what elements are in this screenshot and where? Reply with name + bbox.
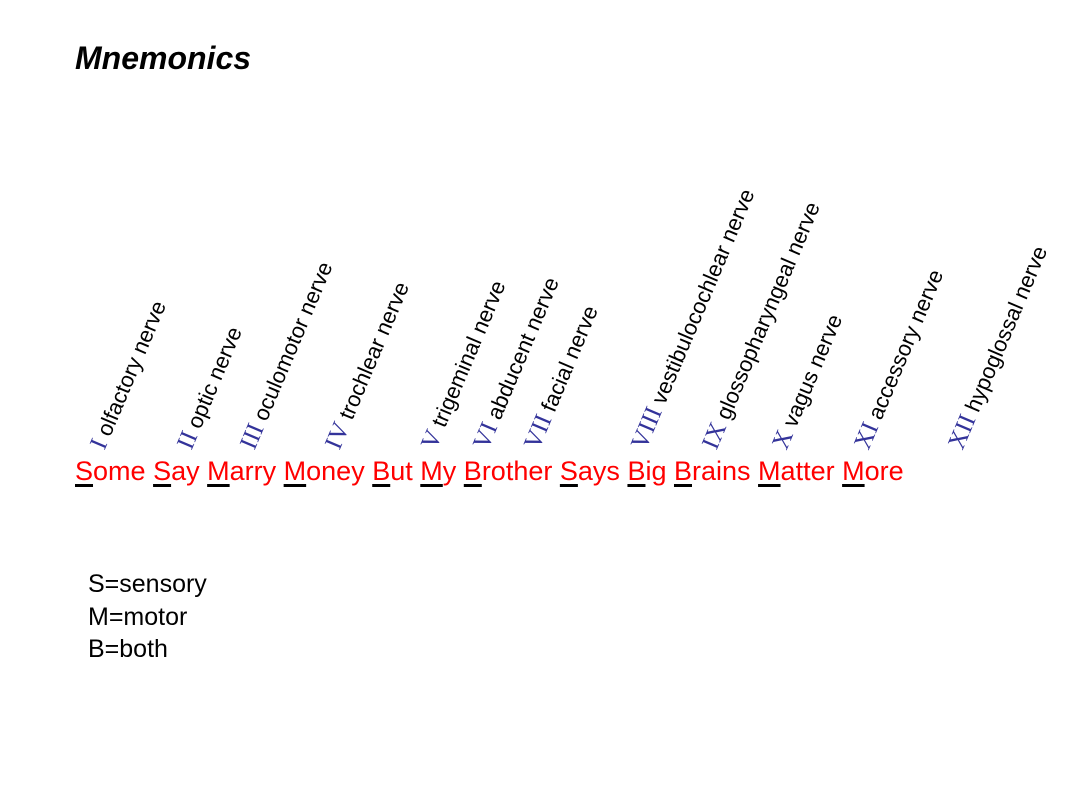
nerve-label-12: XIIhypoglossal nerve — [943, 242, 1053, 454]
nerve-name: trochlear nerve — [333, 278, 415, 423]
mnemonic-word-says: Says — [560, 456, 620, 486]
mnemonic-word-brains: Brains — [674, 456, 751, 486]
mnemonic-initial: M — [842, 456, 865, 486]
nerve-label-11: XIaccessory nerve — [849, 265, 949, 454]
legend-sensory: S=sensory — [88, 570, 207, 598]
mnemonic-initial: M — [758, 456, 781, 486]
mnemonic-word-more: More — [842, 456, 904, 486]
mnemonic-word-money: Money — [284, 456, 365, 486]
mnemonic-initial: B — [372, 456, 391, 486]
mnemonic-rest: arry — [229, 456, 277, 486]
mnemonic-initial: M — [207, 456, 230, 486]
mnemonic-rest: ig — [645, 456, 667, 486]
mnemonic-rest: rains — [692, 456, 751, 486]
nerve-numeral: IX — [697, 418, 733, 454]
legend: S=sensory M=motor B=both — [88, 568, 207, 666]
mnemonic-word-but: But — [372, 456, 413, 486]
mnemonic-rest: atter — [780, 456, 835, 486]
mnemonic-rest: y — [442, 456, 457, 486]
nerve-numeral: III — [235, 419, 270, 454]
nerve-name: vagus nerve — [777, 310, 848, 431]
slide-title: Mnemonics — [75, 40, 252, 76]
nerve-name: accessory nerve — [862, 265, 949, 423]
nerve-name: optic nerve — [181, 323, 247, 432]
mnemonic-initial: B — [673, 456, 692, 486]
nerve-label-3: IIIoculomotor nerve — [235, 258, 338, 454]
legend-both: B=both — [88, 635, 168, 663]
nerve-numeral: XI — [849, 418, 885, 454]
nerve-label-2: IIoptic nerve — [172, 323, 247, 454]
mnemonic-word-my: My — [420, 456, 456, 486]
nerve-label-10: Xvagus nerve — [767, 310, 848, 454]
nerve-numeral: VIII — [626, 402, 668, 454]
mnemonic-word-big: Big — [627, 456, 666, 486]
nerve-numeral: VI — [468, 418, 504, 454]
mnemonic-initial: B — [463, 456, 482, 486]
mnemonic-rest: ore — [864, 456, 904, 486]
nerve-numeral: IV — [320, 418, 356, 454]
nerve-numeral: V — [416, 425, 448, 454]
nerve-label-4: IVtrochlear nerve — [320, 278, 415, 454]
mnemonic-word-some: Some — [75, 456, 146, 486]
nerve-name: oculomotor nerve — [248, 258, 338, 425]
mnemonic-rest: ome — [93, 456, 146, 486]
nerve-name: olfactory nerve — [91, 296, 171, 440]
nerve-numeral: XII — [943, 410, 982, 454]
mnemonic-initial: M — [420, 456, 443, 486]
nerve-numeral: VII — [519, 410, 558, 454]
mnemonic-initial: S — [153, 456, 172, 486]
mnemonic-word-say: Say — [153, 456, 200, 486]
legend-motor: M=motor — [88, 602, 188, 631]
mnemonic-initial: S — [559, 456, 578, 486]
mnemonic-rest: ut — [390, 456, 413, 486]
mnemonic-sentence: Some Say Marry Money But My Brother Says… — [75, 456, 904, 487]
mnemonic-initial: M — [283, 456, 307, 486]
mnemonic-initial: S — [75, 456, 94, 486]
mnemonic-word-matter: Matter — [758, 456, 835, 486]
mnemonic-rest: rother — [481, 456, 553, 486]
mnemonic-word-marry: Marry — [207, 456, 276, 486]
nerve-label-1: Iolfactory nerve — [85, 296, 171, 453]
nerve-name: hypoglossal nerve — [959, 242, 1053, 416]
mnemonic-rest: ay — [171, 456, 200, 486]
mnemonic-initial: B — [627, 456, 646, 486]
nerve-label-8: VIIIvestibulocochlear nerve — [626, 185, 759, 454]
mnemonic-rest: oney — [306, 456, 365, 486]
mnemonic-word-brother: Brother — [464, 456, 553, 486]
mnemonic-rest: ays — [577, 456, 620, 486]
nerve-numeral: X — [767, 425, 799, 454]
nerve-numeral: II — [172, 427, 204, 454]
